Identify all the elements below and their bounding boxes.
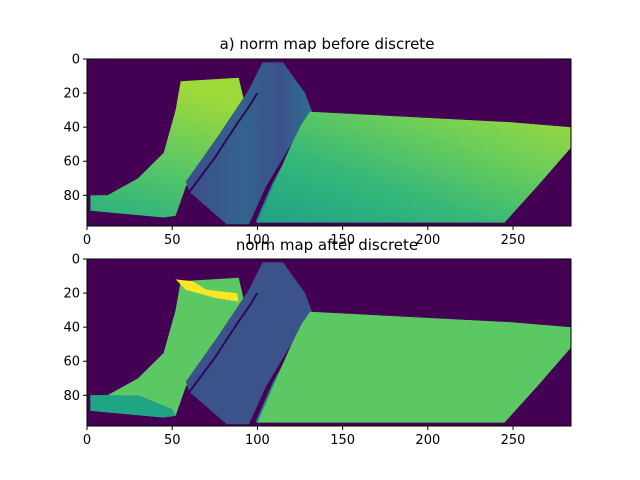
x-tick-label-before: 200 (415, 233, 440, 248)
heatmap-panel-after: 0 50 100 150 200 250 0 20 40 60 80 norm map after… (63, 236, 572, 448)
heatmap-blade-ridge-after (188, 292, 259, 393)
x-tick-label-after: 200 (415, 433, 440, 448)
x-tick-label-after: 150 (330, 433, 355, 448)
x-tick-label-before: 250 (501, 233, 526, 248)
x-tick-label-after: 0 (83, 433, 91, 448)
chart-title-after: norm map after discrete (236, 236, 418, 254)
y-tick-label-before: 60 (63, 155, 80, 170)
x-tick-label-before: 100 (245, 233, 270, 248)
heatmap-blade-ridge-before (188, 92, 259, 193)
heatmap-region-yellow-patch-after-0 (175, 279, 239, 302)
y-tick-label-before: 40 (63, 121, 80, 136)
x-axis-before: 0 50 100 150 200 250 (83, 226, 526, 248)
x-tick-label-before: 150 (330, 233, 355, 248)
heatmap-region-blade-before (185, 62, 312, 225)
y-tick-label-before: 0 (72, 53, 80, 68)
x-tick-label-before: 50 (164, 233, 181, 248)
heatmap-region-right-slab-after (257, 311, 571, 423)
heatmap-plot-area-before (87, 59, 571, 226)
axes-frame-after (86, 258, 572, 427)
y-tick-label-after: 40 (63, 321, 80, 336)
y-tick-label-after: 80 (63, 389, 80, 404)
heatmap-region-teal-band-after (90, 395, 176, 418)
y-axis-after: 0 20 40 60 80 (63, 253, 87, 404)
y-tick-label-after: 60 (63, 355, 80, 370)
heatmap-plot-area-after (87, 259, 571, 426)
y-tick-label-before: 20 (63, 87, 80, 102)
y-tick-label-before: 80 (63, 189, 80, 204)
y-tick-label-after: 0 (72, 253, 80, 268)
x-tick-label-before: 0 (83, 233, 91, 248)
axes-frame-before (86, 58, 572, 227)
x-tick-label-after: 250 (501, 433, 526, 448)
heatmap-region-left-slab-before (90, 77, 246, 218)
heatmap-panel-before: a) norm map before discrete (63, 35, 572, 248)
y-axis-before: 0 20 40 60 80 (63, 53, 87, 204)
heatmap-region-blade-after (185, 262, 312, 425)
chart-title-before: a) norm map before discrete (220, 35, 435, 53)
y-tick-label-after: 20 (63, 287, 80, 302)
x-tick-label-after: 50 (164, 433, 181, 448)
x-axis-after: 0 50 100 150 200 250 (83, 426, 526, 448)
heatmap-region-right-slab-before (257, 111, 571, 223)
heatmap-region-left-slab-after (90, 277, 246, 418)
x-tick-label-after: 100 (245, 433, 270, 448)
